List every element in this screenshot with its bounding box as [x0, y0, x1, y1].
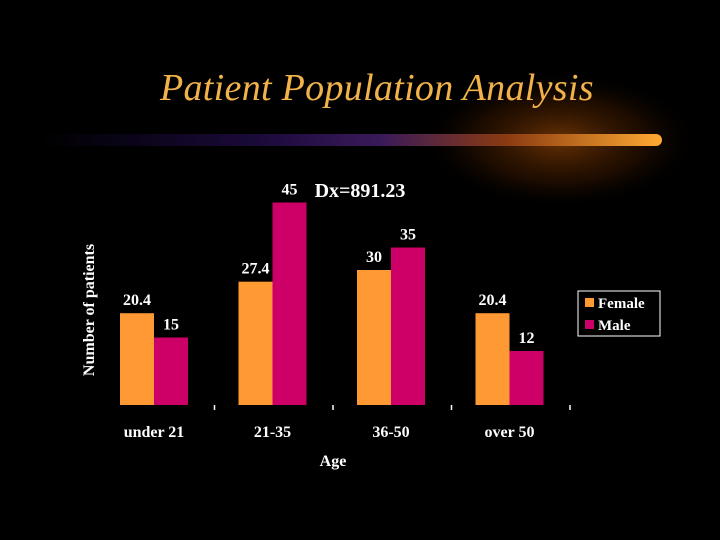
bar-female-2	[357, 270, 391, 405]
chart-title: Dx=891.23	[315, 180, 406, 202]
data-label-female-0: 20.4	[123, 292, 151, 309]
x-tick-label-3: over 50	[485, 424, 535, 441]
y-axis-label: Number of patients	[81, 244, 98, 376]
data-label-female-2: 30	[366, 249, 382, 266]
data-label-male-2: 35	[400, 227, 416, 244]
bar-male-3	[509, 351, 544, 405]
bar-female-1	[238, 281, 273, 405]
data-label-male-1: 45	[282, 182, 298, 199]
legend-swatch-female	[585, 298, 594, 307]
bar-male-0	[154, 337, 188, 405]
x-axis-ticks	[213, 405, 571, 410]
legend-label-female: Female	[598, 296, 645, 312]
x-tick-label-0: under 21	[124, 424, 185, 441]
slide-title: Patient Population Analysis	[160, 67, 594, 109]
data-label-female-1: 27.4	[242, 261, 270, 278]
bar-male-1	[272, 202, 307, 405]
bar-female-0	[120, 313, 154, 405]
x-tick-label-1: 21-35	[254, 424, 291, 441]
legend-label-male: Male	[598, 318, 631, 334]
bars-group: 20.4 15 27.4 45 30 35 20.4 12	[120, 182, 544, 405]
data-label-male-0: 15	[163, 317, 179, 334]
x-tick-label-2: 36-50	[372, 424, 409, 441]
x-axis-label: Age	[320, 453, 347, 470]
legend: Female Male	[577, 290, 661, 337]
data-label-female-3: 20.4	[479, 292, 507, 309]
bar-male-2	[391, 247, 425, 405]
legend-swatch-male	[585, 320, 594, 329]
x-tick-labels: under 21 21-35 36-50 over 50	[124, 424, 535, 441]
data-label-male-3: 12	[519, 330, 535, 347]
bar-female-3	[475, 313, 510, 405]
